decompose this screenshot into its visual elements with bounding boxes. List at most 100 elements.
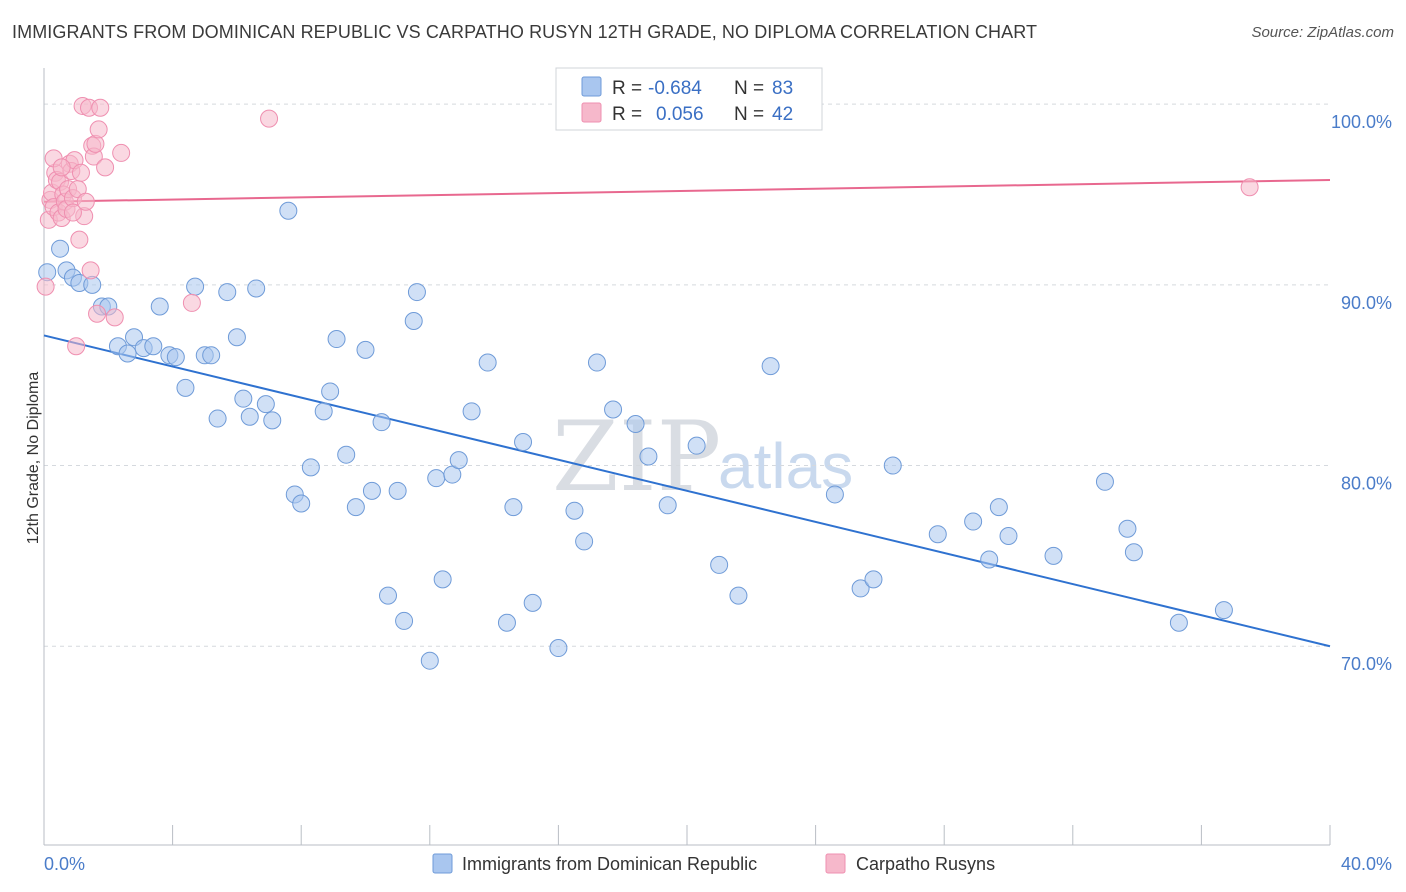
point-dominican-republic [1214, 601, 1233, 620]
y-tick-label: 80.0% [1341, 474, 1392, 494]
legend-r-value-2: 0.056 [656, 104, 704, 125]
point-dominican-republic [851, 579, 870, 598]
point-dominican-republic [346, 498, 365, 517]
point-dominican-republic [372, 413, 391, 432]
point-dominican-republic [150, 297, 169, 316]
point-dominican-republic [144, 337, 163, 356]
point-dominican-republic [989, 498, 1008, 517]
point-dominican-republic [404, 311, 423, 330]
point-dominican-republic [427, 469, 446, 488]
point-dominican-republic [247, 279, 266, 298]
point-dominican-republic [565, 501, 584, 520]
point-dominican-republic [449, 451, 468, 470]
point-dominican-republic [292, 494, 311, 513]
point-dominican-republic [1169, 613, 1188, 632]
trend-lines [43, 179, 1331, 648]
point-dominican-republic [218, 283, 237, 302]
y-tick-label: 70.0% [1341, 654, 1392, 674]
point-dominican-republic [687, 436, 706, 455]
point-dominican-republic [883, 456, 902, 475]
watermark: ZIP atlas [552, 401, 853, 513]
legend-r-label-1: R = [612, 78, 642, 99]
point-dominican-republic [202, 346, 221, 365]
points-layer [36, 96, 1259, 670]
bottom-legend-label-blue: Immigrants from Dominican Republic [462, 854, 757, 874]
point-dominican-republic [314, 402, 333, 421]
x-tick-labels: 0.0% 40.0% [44, 854, 1392, 874]
legend-n-value-1: 83 [772, 78, 793, 99]
point-dominican-republic [626, 414, 645, 433]
point-carpatho-rusyn [81, 261, 100, 280]
point-dominican-republic [327, 330, 346, 349]
point-dominican-republic [514, 433, 533, 452]
chart-title: IMMIGRANTS FROM DOMINICAN REPUBLIC VS CA… [12, 22, 1038, 42]
point-dominican-republic [462, 402, 481, 421]
point-dominican-republic [118, 344, 137, 363]
legend: R = -0.684 N = 83 R = 0.056 N = 42 [555, 67, 823, 131]
point-dominican-republic [321, 382, 340, 401]
point-dominican-republic [478, 353, 497, 372]
point-dominican-republic [234, 389, 253, 408]
point-carpatho-rusyn [88, 304, 107, 323]
point-dominican-republic [1044, 546, 1063, 565]
trend-line-dominican-republic [43, 334, 1331, 648]
point-dominican-republic [256, 395, 275, 414]
point-carpatho-rusyn [182, 293, 201, 312]
point-dominican-republic [587, 353, 606, 372]
point-dominican-republic [964, 512, 983, 531]
gridlines [44, 103, 1330, 647]
point-carpatho-rusyn [89, 120, 108, 139]
point-dominican-republic [379, 586, 398, 605]
point-dominican-republic [227, 328, 246, 347]
y-axis-title: 12th Grade, No Diploma [25, 372, 42, 545]
point-dominican-republic [388, 481, 407, 500]
point-dominican-republic [928, 525, 947, 544]
point-dominican-republic [51, 239, 70, 258]
point-dominican-republic [761, 357, 780, 376]
point-dominican-republic [301, 458, 320, 477]
point-dominican-republic [337, 445, 356, 464]
point-dominican-republic [864, 570, 883, 589]
point-carpatho-rusyn [260, 109, 279, 128]
point-dominican-republic [575, 532, 594, 551]
point-dominican-republic [1124, 543, 1143, 562]
point-dominican-republic [208, 409, 227, 428]
point-carpatho-rusyn [52, 158, 71, 177]
point-dominican-republic [729, 586, 748, 605]
point-dominican-republic [263, 411, 282, 430]
bottom-legend-swatch-pink [825, 853, 846, 874]
point-dominican-republic [176, 378, 195, 397]
point-dominican-republic [604, 400, 623, 419]
point-carpatho-rusyn [91, 98, 110, 117]
point-carpatho-rusyn [76, 192, 95, 211]
point-dominican-republic [504, 498, 523, 517]
bottom-legend-swatch-blue [432, 853, 453, 874]
point-dominican-republic [395, 611, 414, 630]
bottom-legend-label-pink: Carpatho Rusyns [856, 854, 995, 874]
legend-r-label-2: R = [612, 104, 642, 125]
source-credit: Source: ZipAtlas.com [1251, 24, 1394, 41]
point-dominican-republic [639, 447, 658, 466]
point-dominican-republic [186, 277, 205, 296]
point-dominican-republic [240, 407, 259, 426]
point-carpatho-rusyn [1240, 178, 1259, 197]
point-dominican-republic [1095, 472, 1114, 491]
point-dominican-republic [658, 496, 677, 515]
point-dominican-republic [362, 481, 381, 500]
legend-n-label-1: N = [734, 78, 764, 99]
point-carpatho-rusyn [71, 163, 90, 182]
point-dominican-republic [407, 283, 426, 302]
point-dominican-republic [980, 550, 999, 569]
point-dominican-republic [279, 201, 298, 220]
y-tick-label: 90.0% [1341, 293, 1392, 313]
point-carpatho-rusyn [70, 230, 89, 249]
point-dominican-republic [825, 485, 844, 504]
point-carpatho-rusyn [105, 308, 124, 327]
legend-swatch-pink [581, 102, 602, 123]
point-dominican-republic [523, 593, 542, 612]
point-carpatho-rusyn [96, 158, 115, 177]
point-dominican-republic [1118, 519, 1137, 538]
y-tick-labels: 70.0% 80.0% 90.0% 100.0% [1331, 112, 1392, 674]
x-tick-label: 40.0% [1341, 854, 1392, 874]
